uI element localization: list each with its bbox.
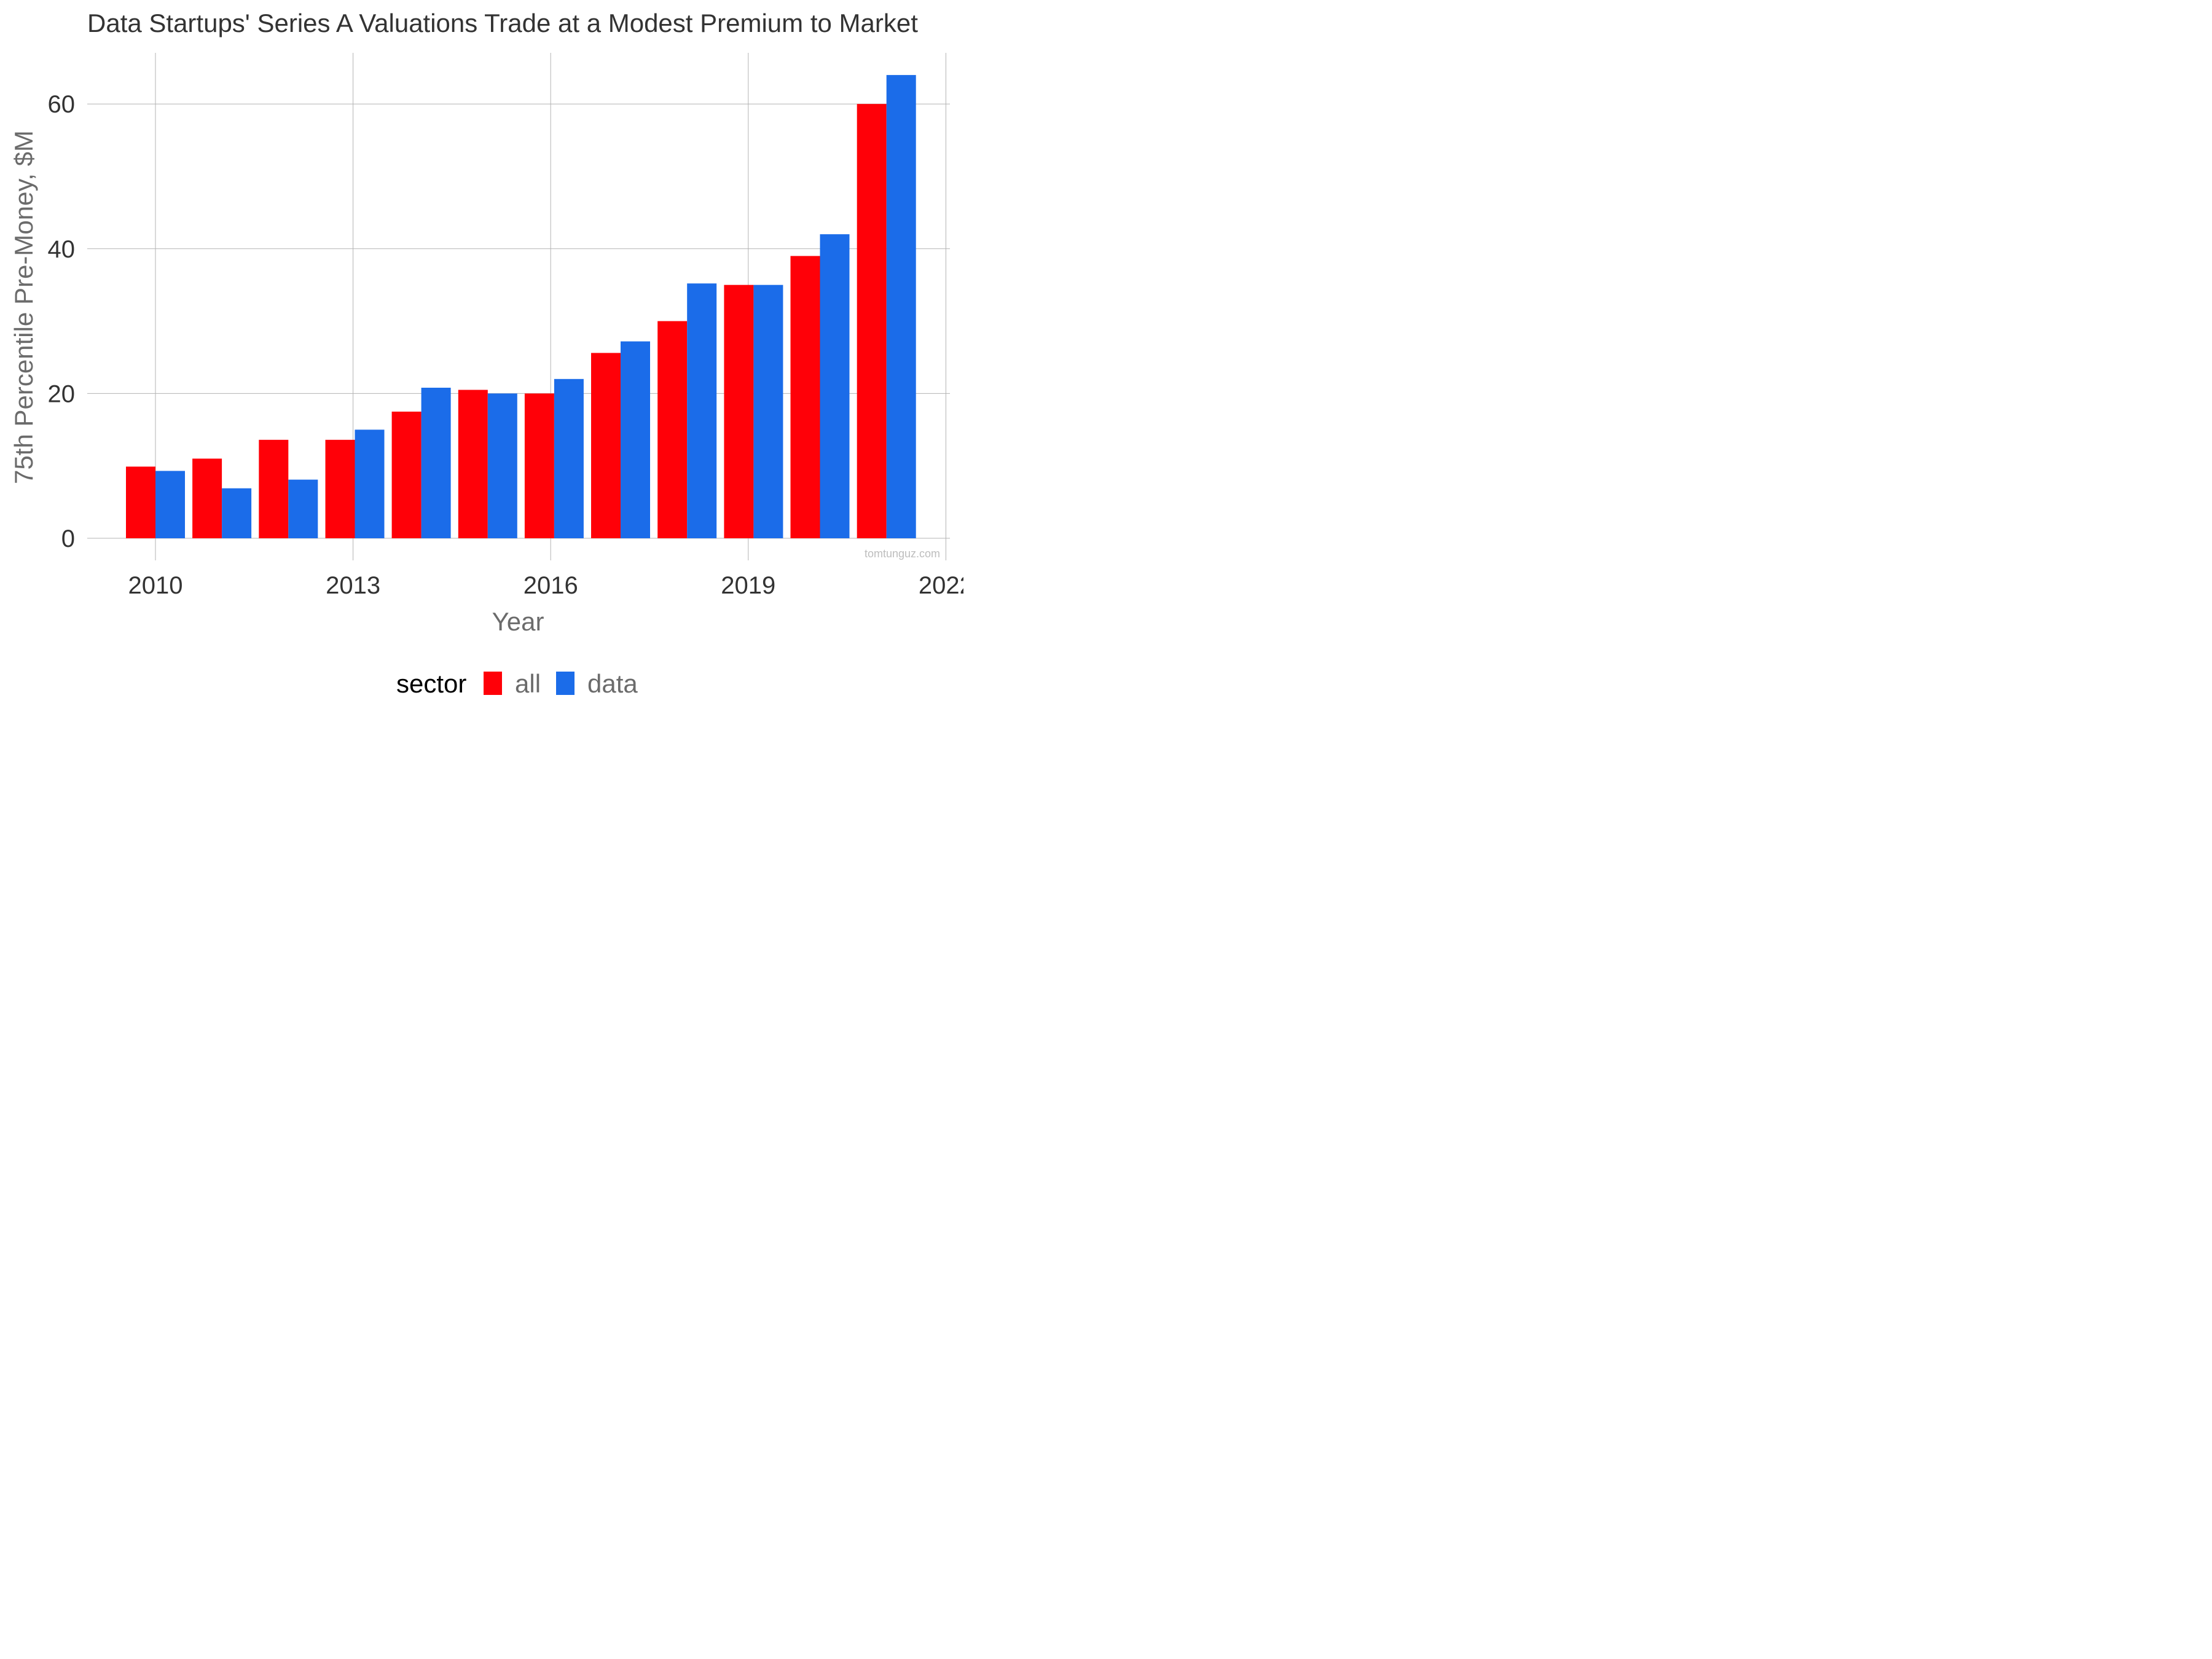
bar-all-2018 (657, 321, 688, 538)
bar-data-2012 (288, 479, 318, 538)
bar-all-2011 (192, 458, 222, 538)
y-tick-label: 0 (61, 525, 75, 552)
legend-label-all: all (515, 669, 541, 698)
bar-data-2020 (820, 234, 850, 538)
bar-data-2014 (421, 388, 451, 538)
y-tick-label: 20 (48, 380, 76, 407)
x-tick-label: 2016 (524, 572, 578, 599)
chart-title: Data Startups' Series A Valuations Trade… (87, 9, 918, 37)
x-tick-label: 2010 (128, 572, 183, 599)
bar-data-2010 (155, 471, 185, 538)
legend-label-data: data (587, 669, 638, 698)
bar-data-2013 (355, 429, 385, 538)
bars (126, 75, 916, 539)
bar-data-2017 (621, 341, 650, 538)
x-tick-label: 2022 (919, 572, 963, 599)
chart: Data Startups' Series A Valuations Trade… (9, 9, 963, 698)
legend: sector all data (396, 669, 638, 698)
x-tick-label: 2013 (326, 572, 380, 599)
bar-all-2016 (524, 393, 554, 538)
bar-all-2021 (857, 104, 887, 538)
bar-data-2011 (222, 488, 252, 538)
bar-all-2019 (724, 284, 754, 538)
bar-data-2019 (753, 284, 783, 538)
x-axis-title: Year (492, 607, 544, 636)
bar-data-2016 (554, 378, 584, 538)
bar-all-2010 (126, 466, 155, 538)
x-tick-label: 2019 (721, 572, 775, 599)
bar-all-2020 (790, 256, 820, 538)
bar-data-2018 (687, 283, 717, 538)
bar-data-2021 (886, 75, 916, 539)
grid-lines (87, 53, 950, 560)
legend-title: sector (396, 669, 466, 698)
bar-all-2013 (325, 439, 355, 538)
bar-all-2014 (391, 411, 422, 538)
y-tick-label: 60 (48, 91, 76, 118)
y-axis-ticks: 0 20 40 60 (48, 91, 76, 552)
legend-swatch-data (556, 672, 575, 695)
bar-all-2017 (591, 353, 621, 538)
bar-data-2015 (487, 393, 517, 538)
bar-all-2015 (458, 390, 488, 538)
y-axis-title: 75th Percentile Pre-Money, $M (9, 130, 38, 484)
legend-swatch-all (484, 672, 502, 695)
watermark: tomtunguz.com (865, 547, 940, 560)
y-tick-label: 40 (48, 236, 76, 263)
x-axis-ticks: 2010 2013 2016 2019 2022 (128, 572, 963, 599)
bar-all-2012 (259, 439, 289, 538)
